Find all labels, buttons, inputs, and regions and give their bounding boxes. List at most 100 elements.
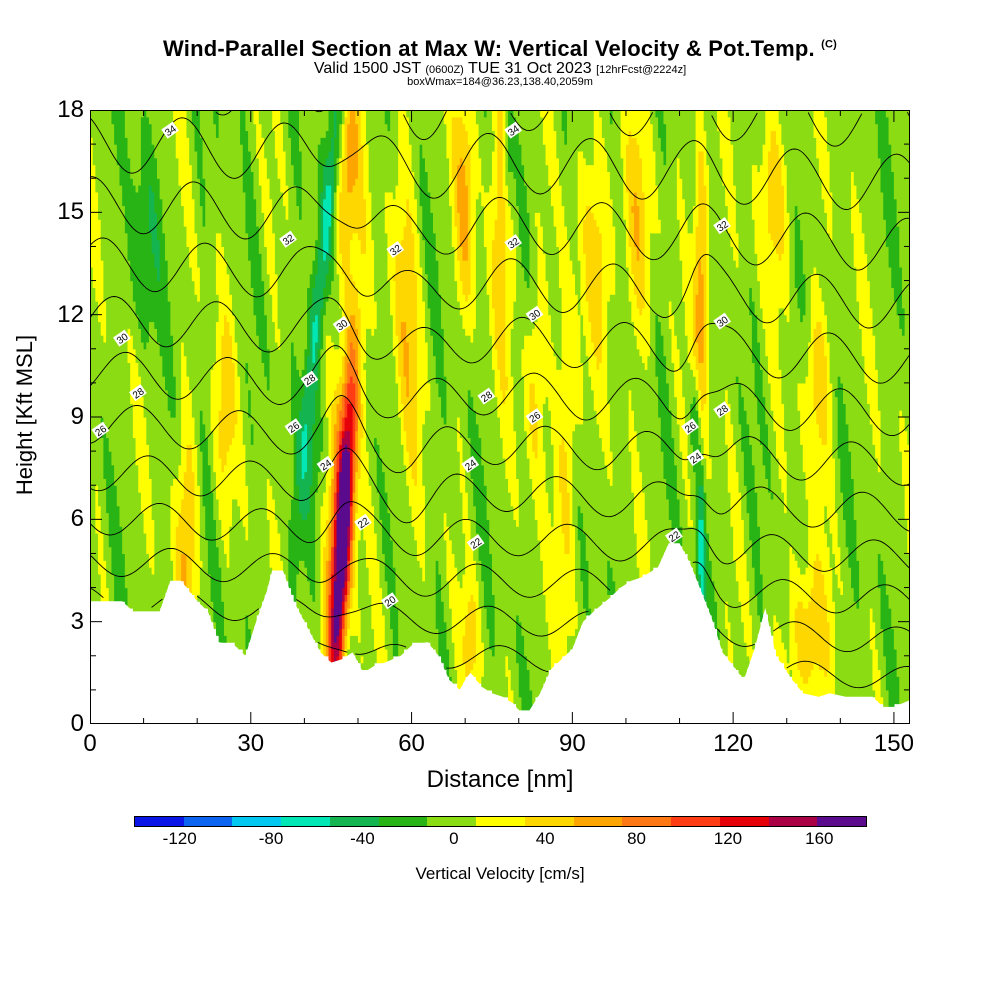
velocity-cell [491, 239, 496, 309]
velocity-cell [899, 328, 903, 411]
velocity-cell [891, 171, 895, 288]
velocity-cell [577, 110, 581, 152]
utc-time: (0600Z) [425, 64, 464, 76]
velocity-cell [497, 417, 501, 697]
velocity-cell [845, 546, 849, 698]
velocity-cell [197, 178, 201, 268]
velocity-cell [304, 567, 308, 623]
velocity-cell [170, 560, 174, 582]
velocity-cell [690, 444, 694, 520]
velocity-cell [687, 110, 691, 234]
velocity-cell [336, 110, 340, 159]
velocity-cell [307, 355, 311, 514]
velocity-cell [328, 260, 332, 295]
velocity-cell [256, 157, 260, 227]
y-tick-label: 0 [70, 710, 84, 737]
velocity-cell [400, 403, 405, 445]
velocity-cell [331, 519, 335, 548]
velocity-cell [146, 341, 150, 445]
velocity-cell [840, 580, 844, 595]
colorbar-tick-label: 120 [713, 829, 743, 848]
velocity-cell [491, 110, 496, 132]
velocity-cell [207, 573, 212, 616]
velocity-cell [580, 512, 584, 582]
velocity-cell [266, 348, 271, 391]
velocity-cell [459, 157, 464, 248]
velocity-cell [901, 307, 906, 336]
velocity-cell [706, 478, 710, 534]
velocity-cell [248, 417, 252, 630]
velocity-cell [837, 376, 841, 459]
velocity-cell [730, 642, 734, 664]
velocity-cell [277, 110, 281, 179]
velocity-cell [457, 164, 461, 213]
velocity-cell [717, 130, 721, 630]
velocity-cell [824, 444, 828, 507]
velocity-cell [572, 110, 576, 275]
velocity-cell [272, 498, 276, 572]
velocity-cell [119, 110, 123, 186]
theta-label-bg [686, 448, 705, 467]
velocity-cell [888, 110, 892, 145]
velocity-cell [328, 150, 332, 186]
velocity-cell [328, 294, 332, 336]
velocity-cell [690, 519, 694, 527]
velocity-cell [347, 648, 351, 656]
velocity-cell [765, 110, 769, 357]
velocity-cell [341, 601, 346, 616]
velocity-cell [666, 382, 670, 500]
velocity-cell [556, 369, 560, 664]
velocity-cell [797, 601, 801, 671]
velocity-cell [585, 164, 590, 207]
velocity-cell [773, 130, 777, 248]
velocity-cell [323, 110, 327, 138]
velocity-cell [237, 110, 241, 377]
velocity-cell [840, 110, 844, 384]
velocity-cell [130, 335, 134, 404]
velocity-cell [805, 567, 809, 609]
velocity-cell [218, 457, 222, 520]
velocity-cell [339, 110, 343, 125]
theta-label: 30 [525, 305, 543, 323]
colorbar-swatch [329, 817, 379, 826]
velocity-cell [355, 328, 359, 370]
velocity-cell [416, 560, 421, 643]
velocity-cell [173, 110, 177, 125]
velocity-cell [741, 519, 745, 623]
velocity-cell [869, 608, 874, 650]
velocity-cell [505, 676, 509, 698]
velocity-cell [357, 608, 362, 643]
velocity-cell [443, 110, 448, 125]
velocity-cell [668, 519, 673, 544]
velocity-cell [277, 348, 281, 534]
velocity-cell [333, 492, 338, 520]
velocity-cell [419, 266, 423, 568]
x-tick-label: 120 [713, 730, 754, 757]
velocity-cell [727, 110, 732, 118]
velocity-cell [810, 110, 815, 275]
velocity-cell [325, 110, 330, 132]
velocity-cell [719, 157, 724, 649]
velocity-cell [419, 567, 423, 643]
velocity-cell [202, 225, 206, 425]
velocity-cell [655, 314, 659, 377]
velocity-cell [695, 110, 699, 227]
velocity-cell [312, 321, 316, 364]
velocity-cell [802, 314, 807, 384]
velocity-cell [690, 526, 694, 568]
velocity-cell [154, 266, 158, 329]
velocity-cell [709, 110, 713, 459]
velocity-cell [880, 191, 884, 561]
velocity-cell [784, 512, 788, 650]
velocity-cell [430, 110, 434, 213]
velocity-cell [146, 116, 150, 343]
velocity-cell [454, 110, 458, 118]
velocity-cell [599, 362, 603, 439]
velocity-cell [191, 417, 196, 473]
velocity-cell [778, 628, 782, 663]
velocity-cell [625, 266, 630, 582]
velocity-cell [189, 110, 193, 166]
velocity-cell [349, 587, 354, 609]
velocity-cell [430, 212, 434, 336]
